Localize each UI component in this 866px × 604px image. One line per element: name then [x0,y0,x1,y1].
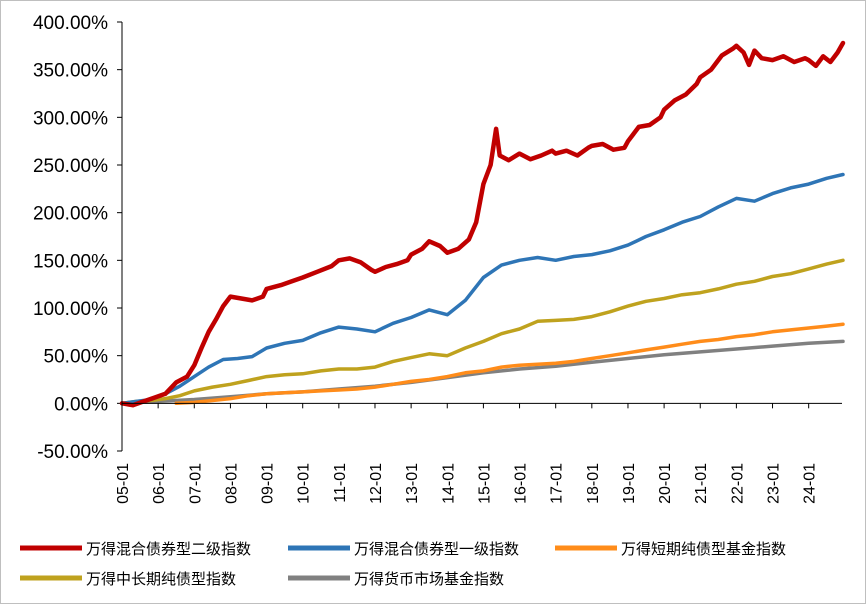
x-tick-label: 12-01 [368,463,385,504]
legend-label-1: 万得混合债券型二级指数 [86,540,251,558]
x-tick-label: 23-01 [766,463,783,504]
series-line-4 [120,258,845,406]
y-tick-label: 150.00% [33,251,108,272]
x-tick-label: 19-01 [621,463,638,504]
legend-label-4: 万得中长期纯债型指数 [86,570,236,588]
x-tick-label: 13-01 [404,463,421,504]
y-tick-label: 350.00% [33,61,108,82]
x-tick-label: 07-01 [187,463,204,504]
x-tick-label: 18-01 [585,463,602,504]
y-tick-label: 100.00% [33,299,108,320]
x-tick-label: 05-01 [115,463,132,504]
x-tick-label: 08-01 [223,463,240,504]
y-tick-label: 400.00% [33,13,108,34]
y-tick-label: 300.00% [33,108,108,129]
legend-label-3: 万得短期纯债型基金指数 [621,540,786,558]
x-tick-label: 17-01 [549,463,566,504]
y-tick-label: 50.00% [44,347,109,368]
series-lines [119,40,846,408]
legend: 万得混合债券型二级指数 万得混合债券型一级指数 万得短期纯债型基金指数万得中长期纯债… [20,540,786,588]
x-tick-label: 11-01 [332,463,349,503]
x-tick-label: 10-01 [296,463,313,504]
x-tick-label: 24-01 [802,463,819,504]
x-tick-label: 21-01 [693,463,710,504]
series-line-3 [174,322,845,406]
y-tick-label: -50.00% [37,442,108,463]
legend-label-2: 万得混合债券型一级指数 [354,540,519,558]
y-tick-label: 0.00% [54,394,108,415]
x-tick-label: 06-01 [151,463,168,504]
x-tick-label: 14-01 [440,463,457,504]
x-tick-label: 15-01 [476,463,493,504]
legend-label-5: 万得货币市场基金指数 [354,570,504,588]
series-line-2 [120,172,845,406]
x-tick-label: 09-01 [260,463,277,504]
x-tick-label: 20-01 [657,463,674,504]
y-tick-label: 200.00% [33,204,108,225]
y-tick-label: 250.00% [33,156,108,177]
y-axis-ticks: 400.00% 350.00% 300.00% 250.00% 200.00% 150.0… [33,13,122,463]
x-tick-label: 22-01 [729,463,746,504]
series-line-1 [119,40,846,408]
x-axis-ticks: 05-01 06-01 07-01 08-01 09-01 10-01 11-01 12-01… [115,403,819,504]
x-tick-label: 16-01 [513,463,530,504]
